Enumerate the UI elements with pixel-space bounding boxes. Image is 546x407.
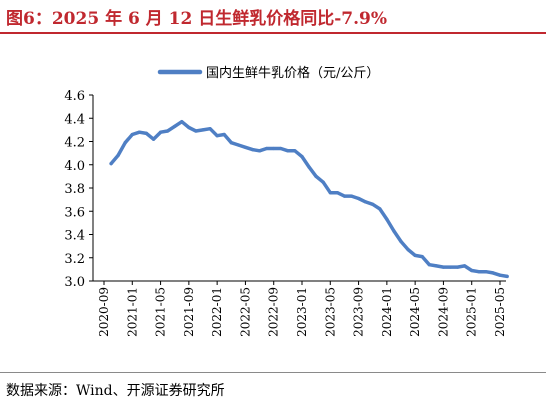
data-point [307, 165, 311, 169]
data-point [321, 180, 325, 184]
data-point [272, 146, 276, 151]
data-point [229, 141, 233, 145]
y-tick-label: 4.6 [64, 89, 85, 104]
data-point [194, 129, 198, 133]
data-point [357, 196, 361, 201]
data-point [328, 191, 332, 195]
figure-title: 图6：2025 年 6 月 12 日生鲜乳价格同比-7.9% [6, 4, 387, 29]
y-tick-label: 4.4 [64, 112, 85, 127]
data-point [166, 129, 170, 133]
data-point [406, 248, 410, 252]
figure-title-text: 2025 年 6 月 12 日生鲜乳价格同比-7.9% [51, 9, 388, 29]
data-point [434, 264, 438, 268]
data-point [243, 145, 247, 149]
y-axis: 3.0 3.2 3.4 3.6 3.8 4.0 4.2 4.4 4.6 [64, 89, 94, 290]
x-tick-label: 2021-09 [182, 287, 196, 337]
data-point [342, 194, 346, 198]
data-point [265, 146, 269, 151]
data-point [151, 137, 156, 141]
data-point [498, 273, 502, 277]
x-tick-label: 2022-01 [210, 287, 224, 337]
data-point [491, 271, 495, 275]
data-point [413, 253, 417, 257]
data-point [187, 125, 191, 130]
data-point [314, 174, 318, 178]
data-point [448, 265, 453, 269]
title-divider [0, 32, 546, 34]
y-tick-label: 4.2 [64, 136, 85, 151]
line-chart: 国内生鲜牛乳价格（元/公斤） 3.0 3.2 3.4 3.6 3.8 4.0 4.2 4.4 4… [64, 65, 509, 337]
figure-label: 图6： [6, 9, 52, 29]
data-point [137, 130, 141, 134]
y-tick-label: 4.0 [64, 159, 85, 174]
data-point [484, 270, 488, 274]
x-tick-label: 2025-05 [493, 287, 507, 337]
x-axis: 2020-09 2021-01 2021-05 2021-09 2022-01 2022-… [93, 280, 507, 337]
data-point [293, 149, 297, 153]
data-point [470, 268, 474, 273]
data-point [300, 155, 304, 159]
data-point [441, 265, 445, 269]
data-point [427, 263, 431, 267]
data-point [378, 207, 382, 211]
series-line [109, 119, 509, 279]
data-point [258, 149, 262, 153]
data-point [208, 127, 212, 131]
data-point [144, 131, 148, 135]
source-divider [0, 372, 546, 373]
data-point [420, 255, 424, 259]
legend-label: 国内生鲜牛乳价格（元/公斤） [206, 65, 379, 81]
data-point [463, 264, 467, 268]
x-tick-label: 2020-09 [97, 287, 111, 337]
data-point [371, 202, 375, 206]
data-point [505, 274, 509, 278]
data-point [173, 124, 177, 128]
data-point [456, 265, 460, 269]
x-tick-label: 2023-05 [323, 287, 337, 337]
data-point [286, 149, 290, 153]
data-point [222, 132, 226, 137]
x-tick-label: 2024-05 [408, 287, 422, 337]
y-tick-label: 3.8 [64, 182, 85, 197]
data-point [399, 239, 403, 244]
x-tick-label: 2022-09 [267, 287, 281, 337]
y-tick-label: 3.2 [64, 252, 85, 267]
x-tick-label: 2024-09 [436, 287, 450, 337]
data-point [250, 148, 255, 152]
data-point [236, 143, 240, 147]
data-point [180, 120, 184, 124]
x-tick-label: 2024-01 [380, 287, 394, 337]
x-tick-label: 2021-05 [154, 287, 168, 337]
chart-legend: 国内生鲜牛乳价格（元/公斤） [157, 65, 379, 81]
data-point [109, 162, 113, 166]
data-point [364, 200, 368, 204]
data-point [123, 141, 127, 145]
y-tick-label: 3.4 [64, 229, 85, 244]
data-point [392, 229, 396, 233]
x-tick-label: 2023-09 [352, 287, 366, 337]
data-point [349, 194, 354, 198]
series-points [109, 120, 509, 278]
y-tick-label: 3.0 [64, 275, 85, 290]
data-point [201, 128, 205, 132]
data-point [335, 191, 339, 195]
data-point [130, 132, 134, 137]
data-point [116, 153, 120, 157]
source-note: 数据来源：Wind、开源证券研究所 [6, 383, 225, 399]
data-point [159, 130, 163, 134]
y-tick-label: 3.6 [64, 205, 85, 220]
x-tick-label: 2025-01 [465, 287, 479, 337]
x-tick-label: 2021-01 [125, 287, 139, 337]
data-point [477, 270, 481, 274]
data-point [385, 217, 389, 221]
x-tick-label: 2022-05 [238, 287, 252, 337]
x-tick-label: 2023-01 [295, 287, 309, 337]
data-point [215, 134, 219, 138]
data-point [279, 146, 283, 151]
